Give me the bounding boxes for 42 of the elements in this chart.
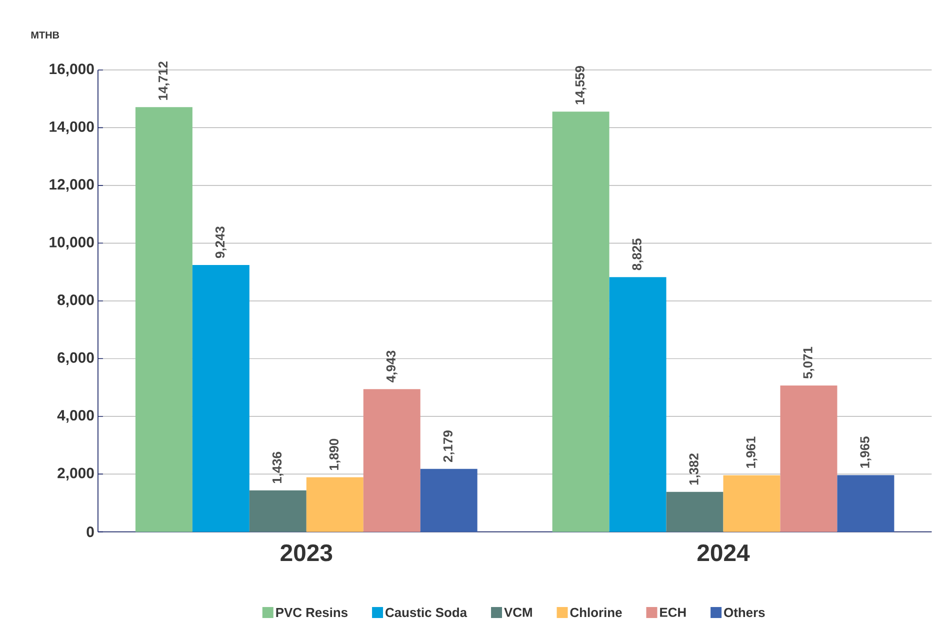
bar: [609, 277, 666, 532]
bar: [135, 107, 192, 532]
data-label: 14,559: [575, 66, 586, 104]
data-label: 1,382: [689, 454, 700, 485]
bar: [363, 389, 420, 532]
legend-label: ECH: [660, 608, 686, 618]
data-label: 1,436: [272, 452, 284, 484]
y-tick-label: 12,000: [50, 179, 94, 192]
data-label: 1,965: [860, 436, 872, 468]
data-label: 9,243: [215, 226, 226, 258]
data-label: 1,890: [329, 438, 340, 470]
y-tick-label: 6,000: [58, 352, 94, 366]
y-tick-label: 0: [86, 526, 94, 538]
legend-label: Chlorine: [570, 608, 622, 618]
y-tick-label: 2,000: [58, 468, 94, 481]
bar: [666, 492, 724, 532]
data-label: 14,712: [158, 62, 170, 100]
bar: [249, 490, 306, 532]
legend-label: VCM: [504, 608, 532, 618]
legend-label: Caustic Soda: [386, 608, 468, 618]
bar: [552, 112, 610, 532]
x-tick-label: 2023: [280, 544, 332, 562]
y-tick-label: 4,000: [57, 410, 94, 423]
bar: [306, 477, 364, 532]
y-tick-label: 14,000: [50, 121, 94, 134]
y-tick-label: 16,000: [50, 64, 94, 76]
data-label: 5,071: [803, 346, 814, 379]
bar: [837, 475, 894, 532]
bar: [192, 265, 250, 532]
bar: [780, 386, 838, 532]
x-tick-label: 2024: [698, 544, 750, 562]
data-label: 4,943: [386, 350, 398, 383]
legend-label: PVC Resins: [276, 608, 348, 618]
y-tick-label: 8,000: [58, 294, 94, 308]
data-label: 8,825: [632, 238, 644, 270]
y-axis-title: MTHB: [31, 32, 60, 39]
data-label: 1,961: [746, 436, 758, 468]
data-label: 2,179: [443, 430, 454, 462]
bar: [420, 469, 478, 532]
y-tick-label: 10,000: [50, 236, 94, 250]
bar: [723, 475, 780, 532]
legend-label: Others: [724, 608, 765, 618]
